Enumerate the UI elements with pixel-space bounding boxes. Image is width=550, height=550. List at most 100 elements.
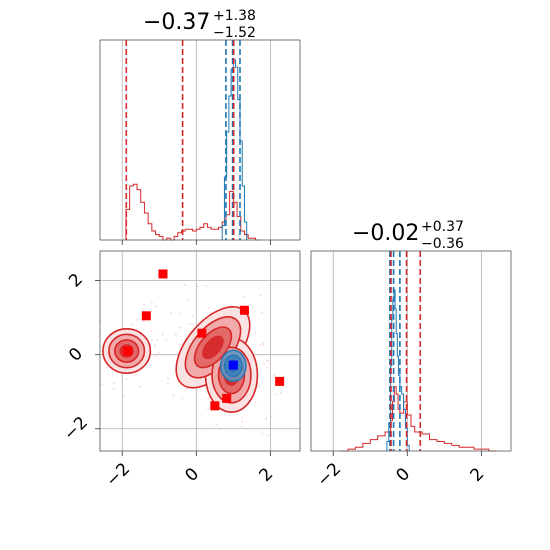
joint-sample-point [266,359,269,361]
joint-sample-point [258,385,260,388]
joint-red-marker-7 [210,401,220,411]
joint-sample-point [241,425,244,428]
joint-sample-point [192,315,194,318]
joint-sample-point [154,354,157,357]
joint-sample-point [113,382,116,385]
joint-y-tick-label-0: −2 [60,413,92,445]
joint-red-marker-1 [141,311,151,321]
joint-sample-point [209,312,212,314]
joint-red-marker-0 [158,269,168,279]
joint-sample-point [155,339,158,341]
joint-sample-point [100,383,103,386]
title-param2-minus: −0.36 [421,236,464,252]
joint-sample-point [161,333,164,336]
joint-sample-point [262,342,265,345]
joint-sample-point [179,343,182,346]
joint-sample-point [138,385,141,388]
joint-sample-point [151,339,153,342]
joint-sample-point [125,378,128,381]
joint-sample-point [241,416,244,419]
marginal-param2-x-tick-label-2: 2 [466,464,488,486]
joint-sample-point [189,323,192,325]
tick-labels: −2 −2 −2 0 0 0 2 2 2 [60,270,488,491]
marginal-param2-blue-histogram [386,289,410,451]
joint-sample-point [172,394,175,397]
joint-sample-point [208,307,211,310]
marginal-param2-frame [310,250,512,452]
title-param1: −0.37 +1.38 −1.52 [143,8,256,41]
joint-sample-point [187,299,190,302]
joint-red-marker-4 [123,346,133,356]
joint-sample-point [175,334,177,336]
title-param1-value: −0.37 [143,10,210,35]
joint-sample-point [243,296,246,298]
joint-sample-point [184,283,186,286]
joint-y-tick-label-2: 2 [65,270,87,292]
joint-sample-point [241,421,244,423]
title-param1-minus: −1.52 [213,25,256,41]
joint-sample-point [219,427,222,430]
title-param2-plus: +0.37 [421,219,464,235]
marginal-param2-red-histogram [340,386,497,452]
joint-sample-point [271,415,273,418]
joint-sample-point [154,344,156,347]
joint-sample-point [150,329,153,332]
title-param2: −0.02 +0.37 −0.36 [352,219,464,252]
joint-param1-param2-panel [95,250,301,456]
joint-sample-point [178,326,181,329]
joint-sample-point [228,413,231,416]
joint-sample-point [142,320,145,323]
joint-red-marker-6 [222,393,232,403]
joint-sample-point [166,382,169,385]
joint-sample-point [151,301,153,304]
title-param2-value: −0.02 [352,221,419,246]
joint-sample-point [261,432,263,435]
joint-sample-point [265,417,268,420]
joint-sample-point [207,397,210,400]
joint-sample-point [265,366,268,369]
joint-sample-point [215,423,218,426]
joint-y-tick-label-1: 0 [65,344,87,366]
joint-x-tick-label-0: −2 [102,459,134,491]
joint-sample-point [170,312,172,315]
marginal-param1-panel [99,39,301,245]
joint-red-marker-3 [197,328,207,338]
joint-sample-point [185,387,188,390]
joint-x-tick-label-1: 0 [181,464,203,486]
marginal-param2-panel [310,250,512,456]
joint-sample-point [255,400,257,403]
marginal-param1-red-histogram [125,183,260,241]
joint-sample-point [196,285,199,288]
joint-sample-point [157,351,160,354]
joint-frame [99,250,301,452]
joint-sample-point [112,387,115,390]
joint-sample-point [207,407,209,410]
joint-sample-point [259,294,262,296]
joint-sample-point [259,343,261,346]
joint-sample-point [167,377,170,380]
joint-sample-point [254,331,257,334]
joint-sample-point [178,312,181,315]
joint-sample-point [181,397,184,400]
joint-sample-point [106,366,108,369]
joint-sample-point [136,318,139,321]
joint-sample-point [274,393,277,396]
joint-sample-point [191,323,194,326]
joint-sample-point [260,311,263,314]
joint-sample-point [205,285,208,288]
marginal-param2-x-tick-label-1: 0 [392,464,414,486]
joint-x-tick-label-2: 2 [255,464,277,486]
joint-sample-point [262,362,265,365]
joint-sample-point [279,391,282,394]
joint-sample-point [154,305,157,308]
joint-red-marker-5 [275,376,285,386]
joint-sample-point [143,303,145,306]
joint-red-contour-level-3-mode-1 [202,335,224,360]
joint-sample-point [123,395,126,398]
joint-sample-point [134,374,137,377]
joint-blue-marker [228,360,238,370]
joint-sample-point [266,434,269,437]
joint-sample-point [273,374,276,377]
title-param1-plus: +1.38 [213,8,256,24]
